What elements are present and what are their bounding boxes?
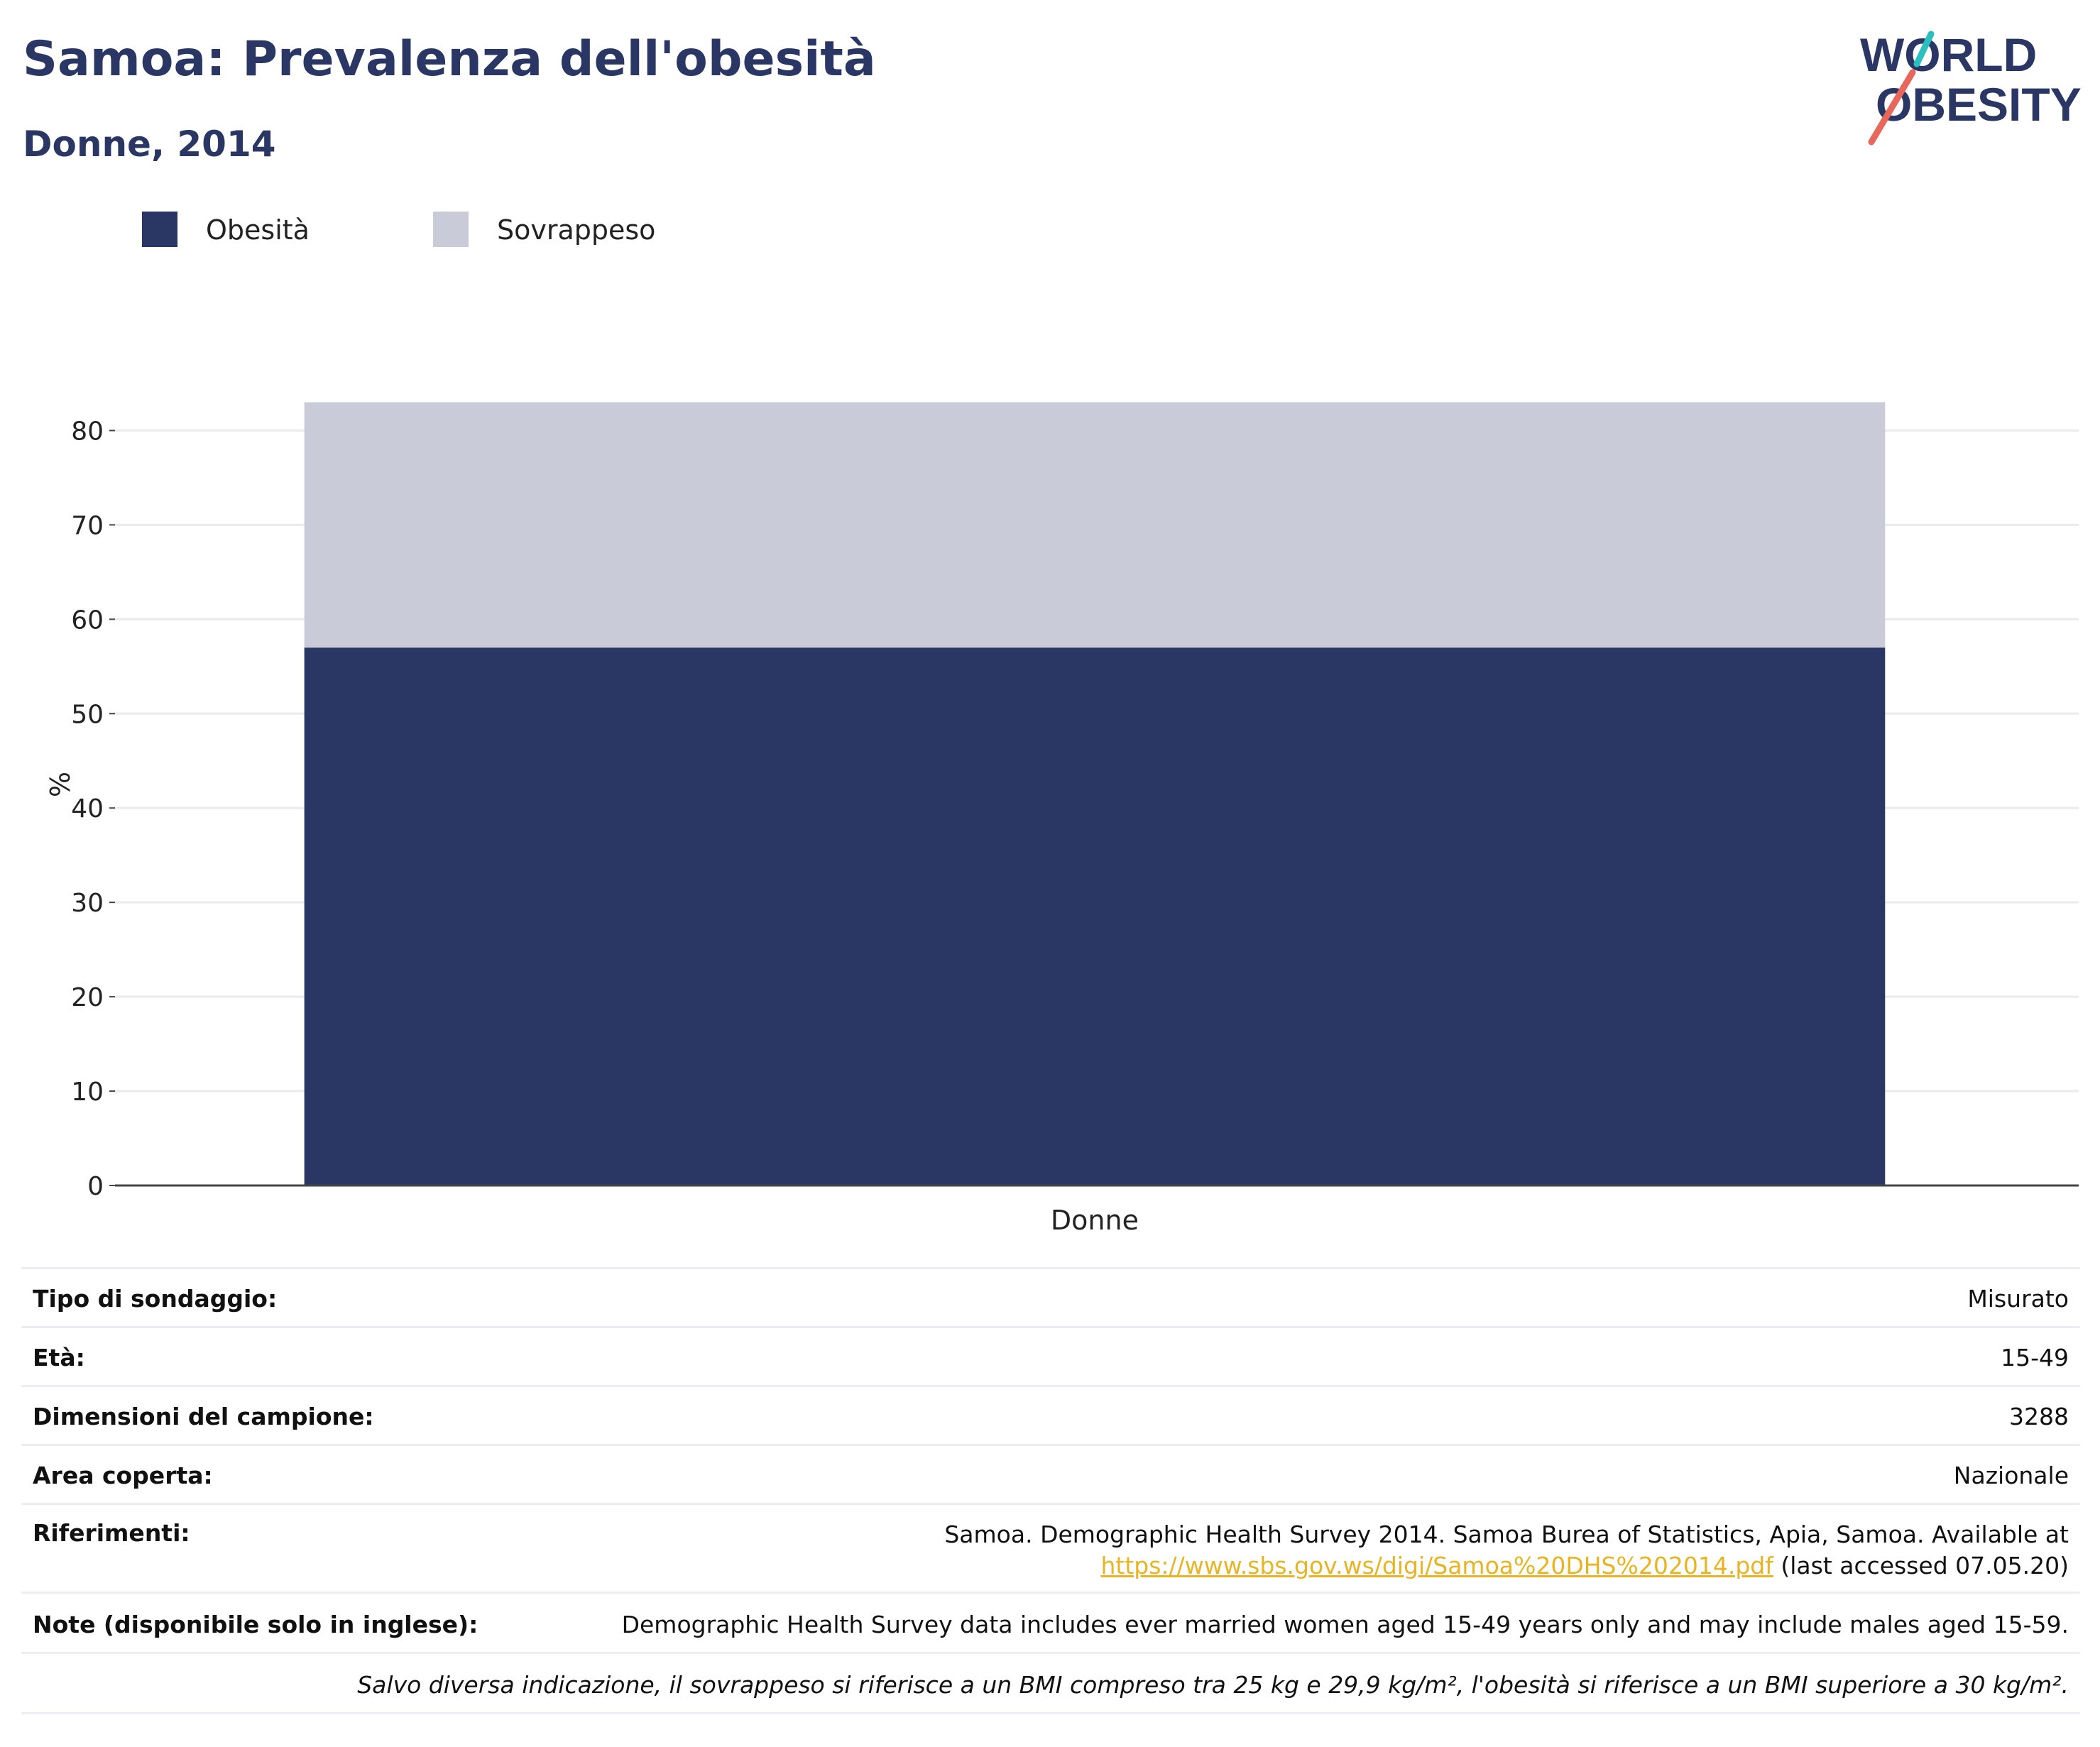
bar-obesity-donne — [304, 647, 1886, 1185]
y-tick-label: 0 — [87, 1172, 104, 1201]
meta-value-references: Samoa. Demographic Health Survey 2014. S… — [944, 1519, 2069, 1582]
meta-value-age: 15-49 — [2001, 1344, 2069, 1371]
legend-swatch-overweight — [433, 212, 469, 247]
meta-value-sample-size: 3288 — [2009, 1403, 2069, 1430]
meta-label-notes: Note (disponibile solo in inglese): — [33, 1611, 478, 1638]
references-suffix: (last accessed 07.05.20) — [1773, 1552, 2069, 1579]
y-tick-label: 30 — [71, 889, 104, 918]
chart-subtitle: Donne, 2014 — [23, 124, 276, 165]
bar-overweight-donne — [304, 402, 1886, 648]
chart-title: Samoa: Prevalenza dell'obesità — [23, 31, 876, 87]
x-tick-label: Donne — [1051, 1205, 1139, 1236]
y-tick-label: 10 — [71, 1078, 104, 1107]
meta-row-age: Età: 15-49 — [21, 1328, 2080, 1387]
y-tick-label: 60 — [71, 606, 104, 635]
meta-label-area: Area coperta: — [33, 1462, 213, 1489]
logo-line-1: WORLD — [1860, 28, 2037, 81]
meta-row-sample-size: Dimensioni del campione: 3288 — [21, 1387, 2080, 1446]
y-tick-label: 40 — [71, 794, 104, 823]
meta-row-references: Riferimenti: Samoa. Demographic Health S… — [21, 1505, 2080, 1594]
meta-label-survey-type: Tipo di sondaggio: — [33, 1285, 278, 1313]
survey-metadata-table: Tipo di sondaggio: Misurato Età: 15-49 D… — [21, 1267, 2080, 1714]
y-tick-label: 50 — [71, 700, 104, 729]
stacked-bar-chart: 0 10 20 30 40 50 60 70 80 Donne% — [43, 402, 2079, 1236]
references-link[interactable]: https://www.sbs.gov.ws/digi/Samoa%20DHS%… — [1100, 1552, 1773, 1579]
references-text: Samoa. Demographic Health Survey 2014. S… — [944, 1521, 2069, 1548]
world-obesity-logo: WORLD OBESITY — [1860, 28, 2082, 146]
y-axis-title: % — [43, 772, 75, 797]
meta-row-survey-type: Tipo di sondaggio: Misurato — [21, 1267, 2080, 1328]
meta-value-area: Nazionale — [1953, 1462, 2069, 1489]
meta-row-notes: Note (disponibile solo in inglese): Demo… — [21, 1594, 2080, 1654]
logo-slash-teal — [1913, 31, 1935, 67]
y-tick-label: 20 — [71, 983, 104, 1012]
y-tick-label: 80 — [71, 417, 104, 446]
meta-value-notes: Demographic Health Survey data includes … — [621, 1611, 2069, 1638]
meta-row-footnote: Salvo diversa indicazione, il sovrappeso… — [21, 1654, 2080, 1714]
legend-label-obesity: Obesità — [206, 214, 310, 246]
legend-swatch-obesity — [142, 212, 177, 247]
bmi-footnote: Salvo diversa indicazione, il sovrappeso… — [357, 1671, 2069, 1699]
meta-label-age: Età: — [33, 1344, 85, 1371]
meta-row-area: Area coperta: Nazionale — [21, 1446, 2080, 1505]
logo-slash-coral — [1868, 69, 1916, 146]
logo-line-2: OBESITY — [1876, 78, 2082, 131]
meta-label-references: Riferimenti: — [33, 1519, 190, 1547]
meta-value-survey-type: Misurato — [1967, 1285, 2069, 1313]
y-tick-label: 70 — [71, 511, 104, 540]
meta-label-sample-size: Dimensioni del campione: — [33, 1403, 374, 1430]
legend-label-overweight: Sovrappeso — [497, 214, 656, 246]
